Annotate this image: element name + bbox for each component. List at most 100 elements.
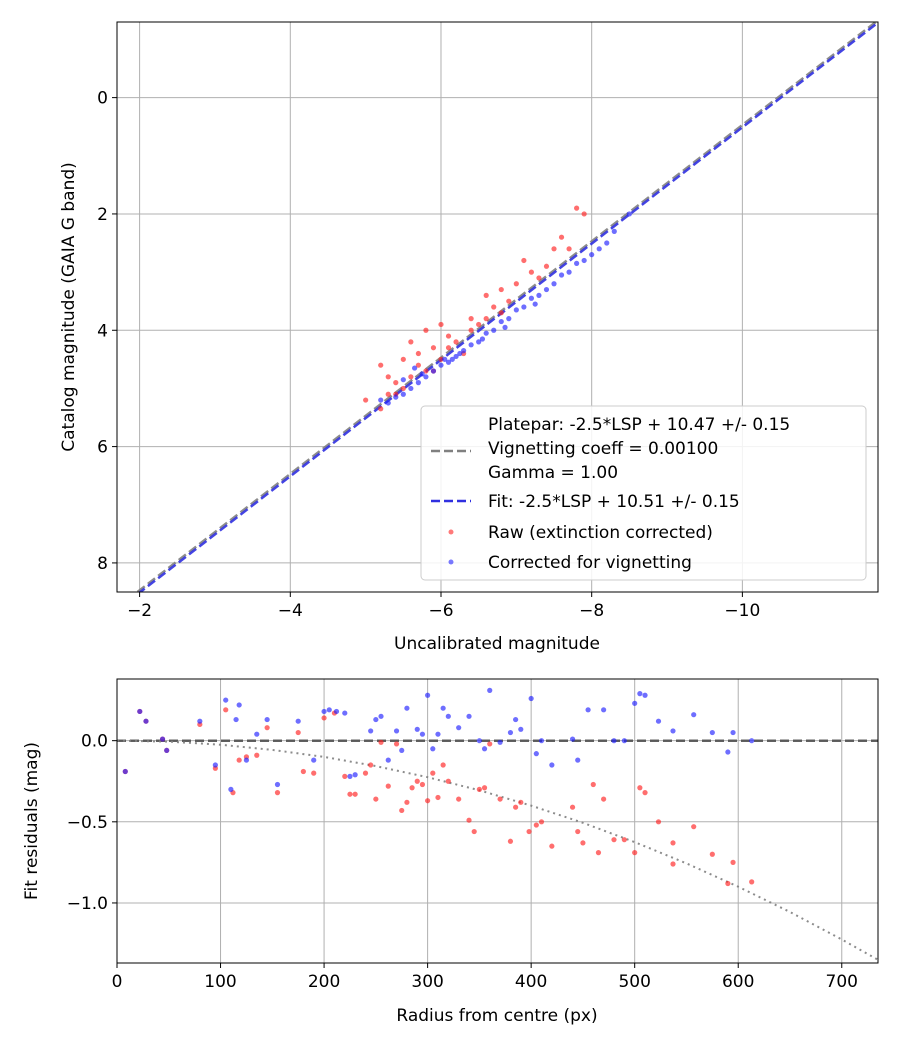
corrected-point — [460, 348, 467, 354]
corrected-point — [400, 377, 406, 383]
y-tick-label: −1.0 — [67, 894, 108, 914]
corrected-point — [159, 736, 166, 742]
raw-point — [404, 799, 410, 805]
raw-point — [223, 707, 229, 713]
raw-point — [533, 822, 539, 828]
corrected-point — [725, 749, 731, 755]
raw-point — [507, 838, 514, 844]
raw-point — [399, 807, 405, 814]
raw-point — [637, 785, 643, 791]
corrected-point — [425, 692, 431, 698]
corrected-point — [551, 281, 557, 287]
corrected-point — [368, 728, 374, 734]
corrected-point — [438, 362, 444, 368]
corrected-point — [506, 316, 512, 322]
raw-point — [378, 362, 384, 368]
corrected-point — [507, 729, 514, 736]
corrected-point — [532, 301, 538, 307]
raw-point — [236, 757, 242, 763]
legend-vignetting-coeff: Vignetting coeff = 0.00100 — [488, 439, 718, 459]
corrected-point — [164, 747, 170, 754]
raw-point — [456, 796, 462, 802]
raw-point — [400, 385, 406, 392]
corrected-point — [476, 339, 482, 345]
raw-point — [725, 880, 731, 887]
x-tick-label: 0 — [112, 972, 123, 992]
raw-point — [352, 791, 358, 797]
raw-point — [466, 817, 472, 823]
corrected-point — [400, 391, 406, 397]
magnitude-plot-lines — [135, 22, 878, 592]
raw-point — [481, 785, 488, 791]
raw-point — [435, 794, 441, 801]
raw-point — [595, 850, 602, 856]
raw-point — [483, 292, 489, 298]
corrected-point — [518, 726, 524, 732]
raw-point — [670, 840, 676, 846]
y-tick-label: 8 — [97, 554, 108, 574]
raw-point — [342, 773, 348, 779]
raw-point — [445, 345, 452, 351]
raw-point — [409, 785, 415, 791]
raw-point — [642, 790, 648, 796]
raw-point — [551, 246, 557, 252]
raw-point — [483, 316, 489, 322]
legend-gamma: Gamma = 1.00 — [488, 463, 618, 483]
raw-point — [513, 281, 519, 287]
raw-point — [430, 770, 436, 776]
corrected-point — [412, 365, 418, 371]
corrected-point — [566, 269, 572, 275]
raw-point — [498, 310, 504, 316]
raw-point — [311, 770, 317, 776]
corrected-point — [691, 712, 697, 718]
raw-point — [558, 234, 565, 240]
corrected-point — [445, 713, 451, 719]
corrected-point — [254, 731, 260, 737]
corrected-point — [569, 736, 576, 742]
raw-point — [749, 879, 755, 885]
raw-point — [632, 850, 638, 856]
raw-point — [264, 725, 270, 731]
corrected-point — [373, 716, 379, 723]
x-tick-label: −10 — [724, 601, 760, 621]
corrected-point — [385, 400, 391, 406]
corrected-point — [342, 710, 348, 716]
legend-raw-marker — [448, 529, 454, 535]
raw-point — [518, 799, 524, 805]
raw-point — [526, 828, 532, 835]
residuals-plot: 0 100 200 300 400 500 600 700 0.0 −0.5 −1.0 Radius… — [22, 678, 879, 1026]
corrected-point — [321, 708, 327, 715]
corrected-point — [212, 762, 218, 768]
platepar-line — [135, 22, 878, 592]
corrected-point — [393, 394, 399, 400]
corrected-point — [378, 713, 384, 719]
legend-corrected-label: Corrected for vignetting — [488, 553, 692, 573]
raw-point — [378, 406, 384, 412]
corrected-point — [404, 705, 410, 711]
raw-point — [378, 739, 384, 745]
fit-line — [138, 22, 878, 592]
corrected-point — [295, 718, 301, 724]
raw-point — [274, 790, 281, 796]
corrected-point — [521, 304, 527, 310]
raw-point — [521, 257, 527, 264]
corrected-point — [243, 757, 250, 763]
x-tick-label: 500 — [618, 972, 650, 992]
raw-point — [385, 374, 391, 380]
raw-point — [408, 339, 414, 345]
corrected-point — [430, 368, 437, 374]
raw-point — [581, 211, 587, 217]
corrected-point — [538, 738, 545, 744]
raw-point — [566, 246, 572, 252]
corrected-point — [626, 211, 632, 217]
raw-point — [445, 333, 452, 339]
corrected-point — [642, 692, 648, 698]
raw-point — [368, 762, 374, 768]
corrected-point — [621, 738, 627, 744]
corrected-point — [326, 707, 332, 713]
residuals-plot-ticks: 0 100 200 300 400 500 600 700 0.0 −0.5 −1.0 — [67, 732, 858, 992]
corrected-point — [491, 327, 497, 333]
x-tick-label: −8 — [579, 601, 604, 621]
corrected-point — [378, 397, 384, 403]
